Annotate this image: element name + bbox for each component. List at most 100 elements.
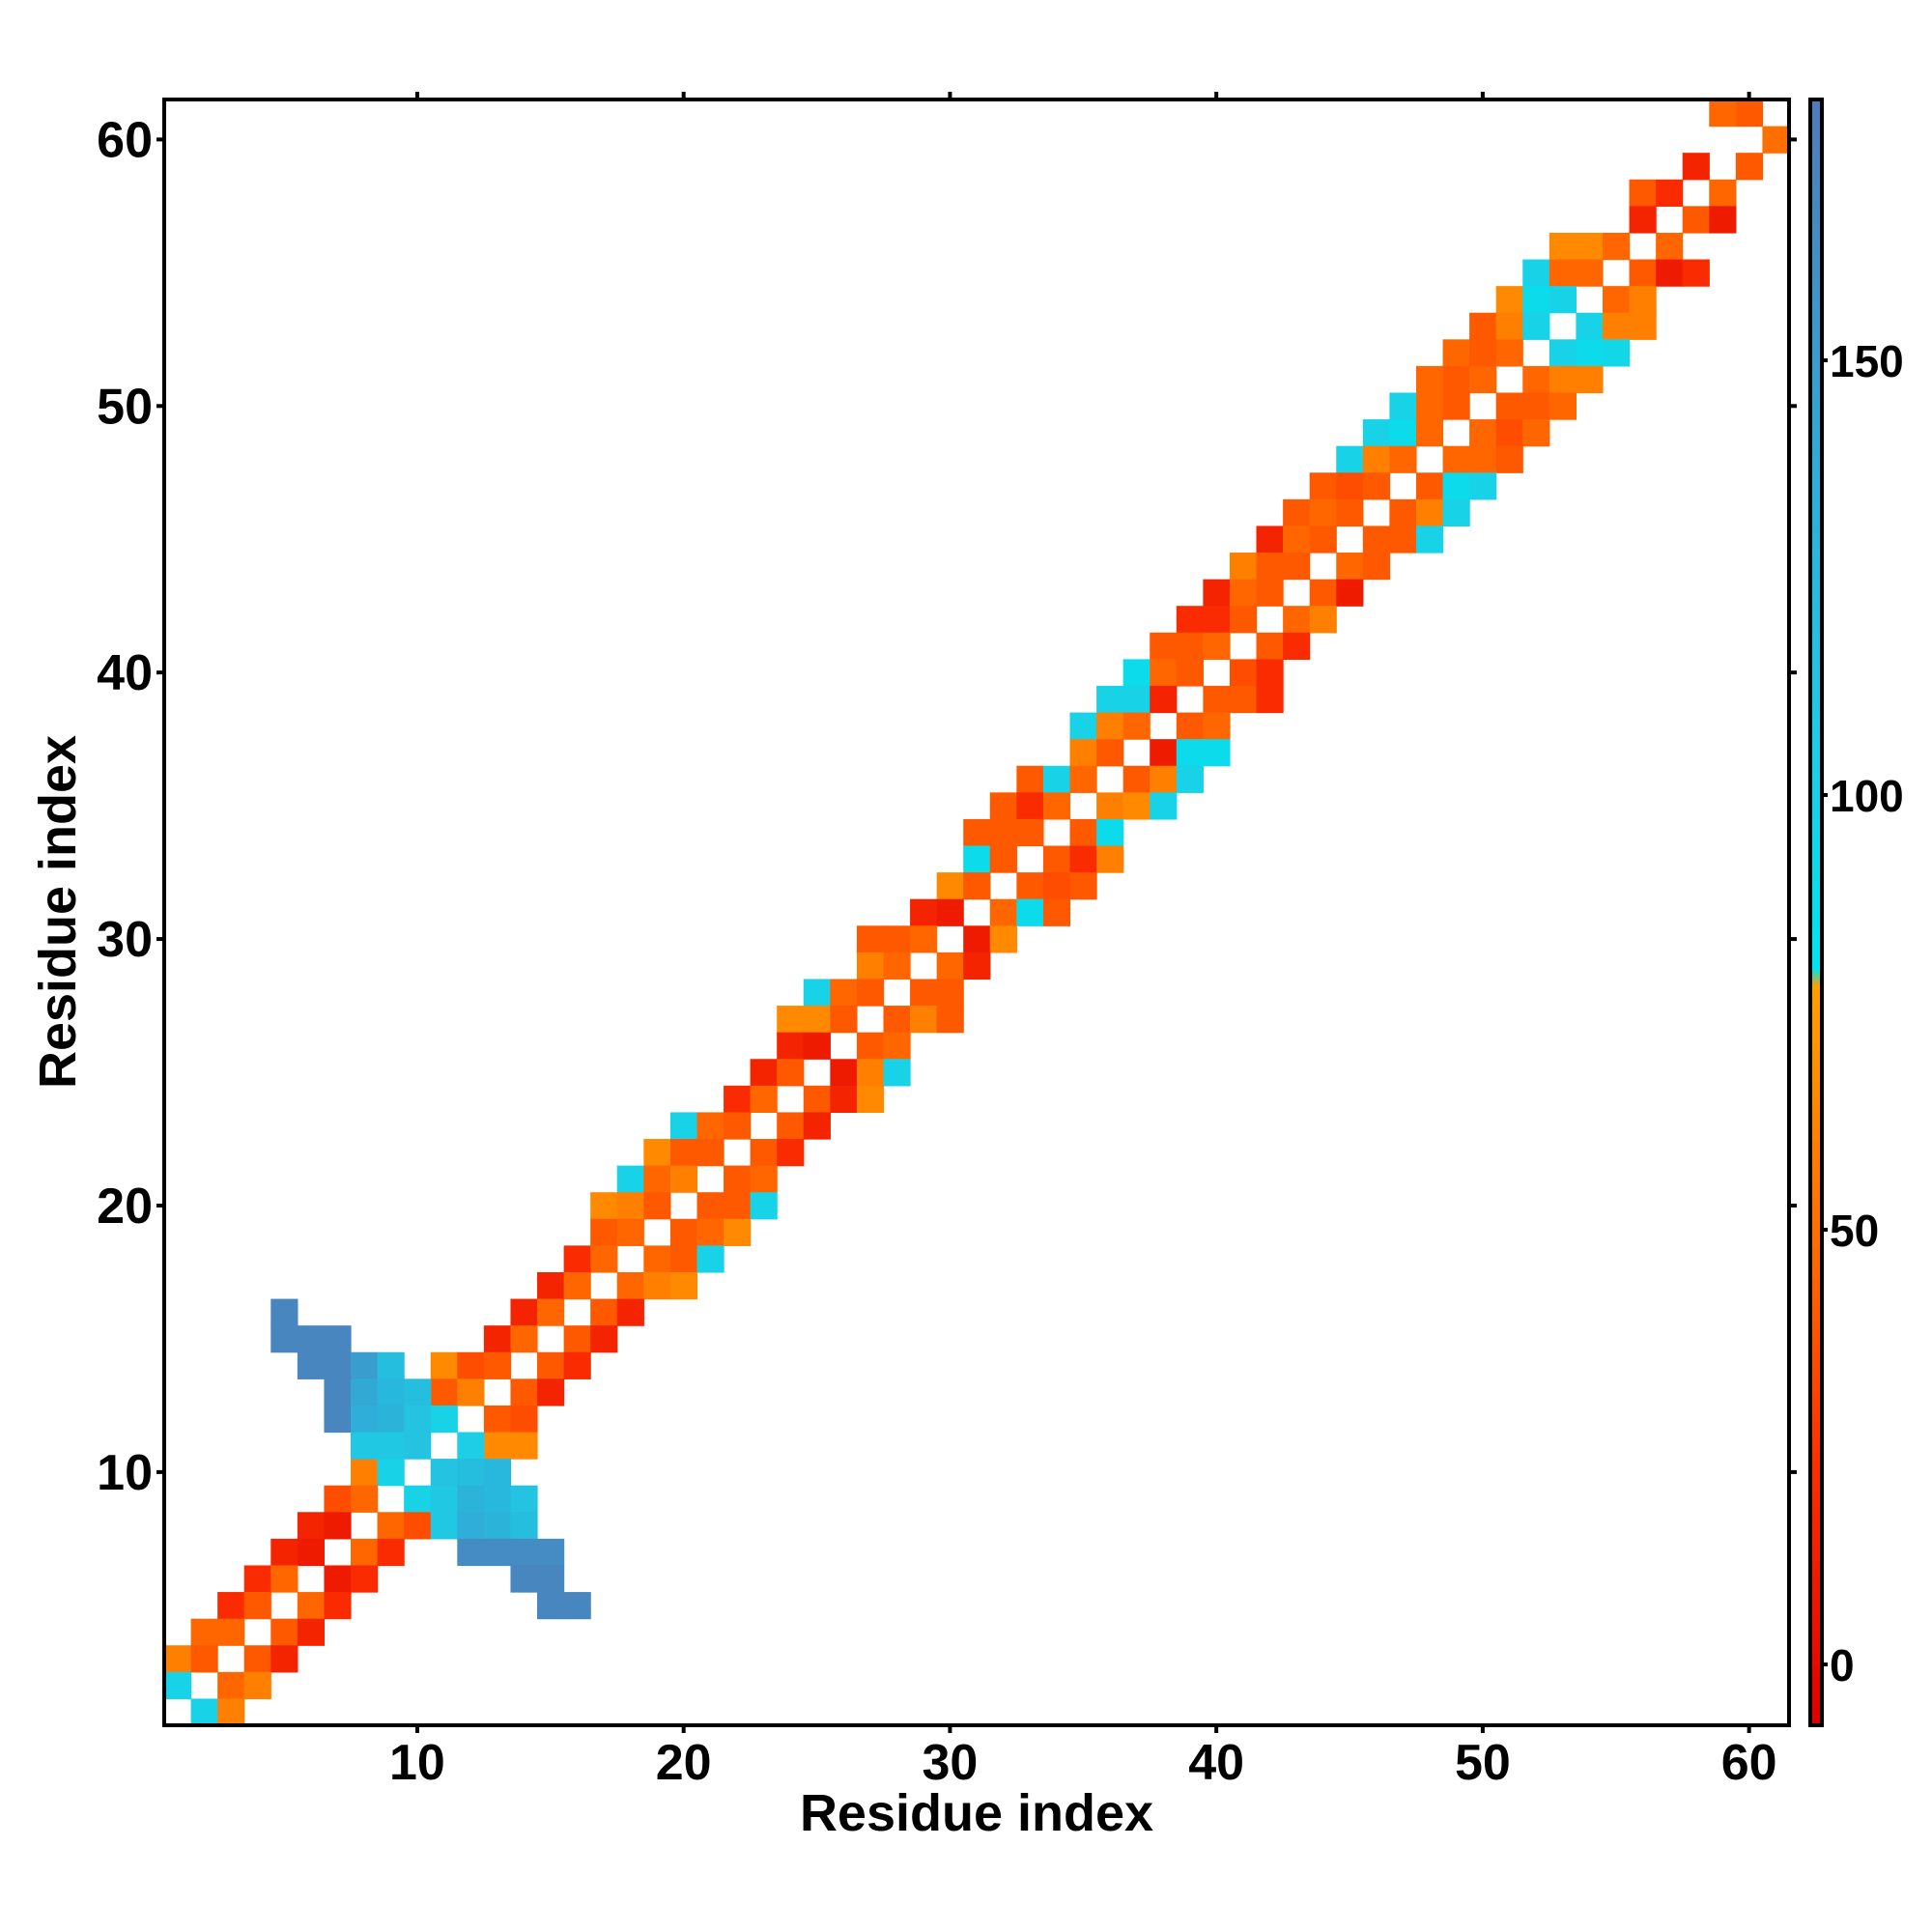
heatmap-cell xyxy=(1735,153,1764,181)
heatmap-cell xyxy=(1042,872,1071,900)
heatmap-cell xyxy=(1069,872,1097,900)
heatmap-cell xyxy=(1495,312,1523,340)
heatmap-cell xyxy=(724,1192,752,1220)
heatmap-cell xyxy=(1576,312,1604,340)
heatmap-cell xyxy=(669,1218,698,1246)
heatmap-cell xyxy=(351,1485,379,1513)
colorbar: 0 50 100 150 xyxy=(1808,98,1904,1727)
heatmap-cell xyxy=(1415,365,1444,394)
heatmap-cell xyxy=(1602,286,1631,314)
heatmap-cells xyxy=(164,99,1790,1726)
heatmap-cell xyxy=(883,1006,911,1034)
heatmap-cell xyxy=(1069,765,1097,793)
heatmap-cell xyxy=(830,1085,858,1114)
heatmap-cell xyxy=(297,1325,326,1353)
heatmap-cell xyxy=(164,1671,192,1700)
heatmap-cell xyxy=(377,1538,405,1567)
heatmap-cell xyxy=(483,1405,512,1434)
heatmap-cell xyxy=(164,1645,192,1673)
heatmap-cell xyxy=(696,1139,724,1167)
heatmap-cell xyxy=(483,1538,512,1567)
heatmap-cell xyxy=(1548,365,1577,394)
heatmap-cell xyxy=(616,1218,644,1246)
heatmap-cell xyxy=(1176,632,1204,660)
heatmap-cell xyxy=(1495,392,1523,420)
heatmap-cell xyxy=(324,1592,352,1620)
heatmap-cell xyxy=(377,1405,405,1434)
x-tick-label: 50 xyxy=(1455,1735,1511,1791)
heatmap-cell xyxy=(777,1059,805,1087)
y-tick-label: 60 xyxy=(97,112,153,168)
heatmap-cell xyxy=(1122,685,1151,714)
heatmap-cell xyxy=(351,1351,379,1379)
colorbar-tick-label: 150 xyxy=(1830,336,1904,386)
heatmap-cell xyxy=(856,925,885,953)
heatmap-cell xyxy=(483,1351,512,1379)
heatmap-cell xyxy=(616,1192,644,1220)
heatmap-cell xyxy=(1256,685,1284,714)
heatmap-cell xyxy=(1495,445,1523,473)
heatmap-cell xyxy=(1283,526,1311,554)
heatmap-cell xyxy=(404,1378,432,1406)
heatmap-cell xyxy=(1203,739,1231,767)
heatmap-cell xyxy=(1576,232,1604,261)
heatmap-cell xyxy=(883,925,911,953)
heatmap-cell xyxy=(1309,579,1337,607)
x-tick-label: 10 xyxy=(389,1735,445,1791)
heatmap-cell xyxy=(1203,579,1231,607)
heatmap-cell xyxy=(1150,685,1178,714)
heatmap-cell xyxy=(1176,739,1204,767)
heatmap-cell xyxy=(510,1378,538,1406)
heatmap-cell xyxy=(270,1565,298,1593)
heatmap-cell xyxy=(936,872,964,900)
heatmap-cell xyxy=(724,1218,752,1246)
heatmap-cell xyxy=(830,979,858,1007)
y-tick-label: 30 xyxy=(97,912,153,968)
heatmap-cell xyxy=(989,845,1017,873)
heatmap-cell xyxy=(351,1538,379,1567)
heatmap-cell xyxy=(1495,419,1523,447)
heatmap-cell xyxy=(457,1485,485,1513)
heatmap-cell xyxy=(1389,445,1417,473)
heatmap-cell xyxy=(616,1298,644,1326)
heatmap-cell xyxy=(1602,232,1631,261)
heatmap-cell xyxy=(297,1512,326,1540)
heatmap-cell xyxy=(324,1325,352,1353)
heatmap-cell xyxy=(430,1405,458,1434)
heatmap-cell xyxy=(1548,339,1577,367)
heatmap-cell xyxy=(1469,472,1497,500)
heatmap-cell xyxy=(936,898,964,926)
heatmap-cell xyxy=(1096,792,1124,820)
colorbar-tick-label: 50 xyxy=(1830,1206,1879,1256)
heatmap-cell xyxy=(830,1059,858,1087)
heatmap-cell xyxy=(669,1271,698,1300)
heatmap-cell xyxy=(777,1006,805,1034)
heatmap-cell xyxy=(1150,632,1178,660)
heatmap-cell xyxy=(1576,339,1604,367)
heatmap-cell xyxy=(1309,498,1337,527)
heatmap-cell xyxy=(856,979,885,1007)
heatmap-cell xyxy=(1016,898,1044,926)
heatmap-cell xyxy=(1283,553,1311,581)
heatmap-cell xyxy=(190,1698,218,1726)
heatmap-cell xyxy=(856,1032,885,1060)
heatmap-cell xyxy=(1176,765,1204,793)
heatmap-cell xyxy=(669,1245,698,1273)
heatmap-cell xyxy=(830,1006,858,1034)
heatmap-cell xyxy=(1389,419,1417,447)
heatmap-cell xyxy=(217,1592,245,1620)
heatmap-cell xyxy=(563,1325,591,1353)
heatmap-cell xyxy=(510,1325,538,1353)
colorbar-gradient xyxy=(1810,99,1822,1725)
heatmap-cell xyxy=(643,1245,671,1273)
heatmap-cell xyxy=(856,952,885,980)
heatmap-cell xyxy=(1709,179,1737,207)
heatmap-cell xyxy=(696,1112,724,1140)
heatmap-cell xyxy=(351,1432,379,1460)
heatmap-cell xyxy=(563,1245,591,1273)
heatmap-cell xyxy=(1309,472,1337,500)
heatmap-cell xyxy=(270,1298,298,1326)
heatmap-cell xyxy=(1069,845,1097,873)
heatmap-cell xyxy=(1336,472,1364,500)
